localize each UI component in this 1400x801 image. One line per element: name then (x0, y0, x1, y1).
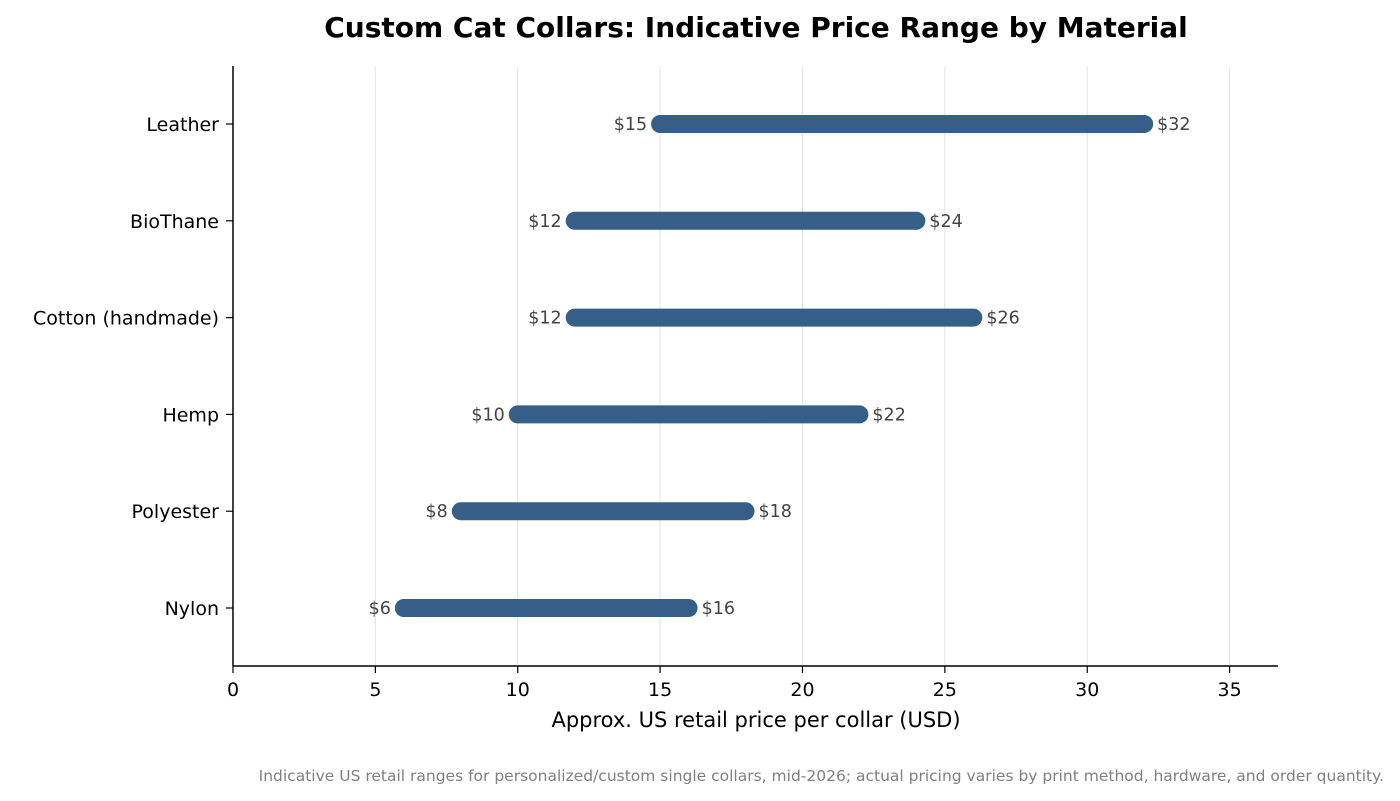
axes: 0 5 10 15 20 25 30 35 Nylon Polyester Hemp Cotton (… (33, 66, 1278, 701)
high-value-label-5: $32 (1157, 115, 1190, 135)
high-value-label-2: $22 (872, 405, 905, 425)
low-value-label-4: $12 (528, 212, 561, 232)
low-value-label-5: $15 (614, 115, 647, 135)
x-tick-label-35: 35 (1218, 679, 1242, 701)
x-tick-label-20: 20 (790, 679, 814, 701)
y-tick-label-1: Polyester (132, 501, 220, 523)
gridlines (374, 66, 1231, 666)
range-bars (394, 115, 1154, 617)
low-value-label-0: $6 (369, 599, 391, 619)
x-tick-label-5: 5 (369, 679, 381, 701)
y-tick-label-0: Nylon (165, 598, 219, 620)
y-tick-label-3: Cotton (handmade) (33, 308, 219, 330)
x-tick-label-25: 25 (933, 679, 957, 701)
x-tick-label-30: 30 (1075, 679, 1099, 701)
low-value-label-1: $8 (426, 502, 448, 522)
y-tick-label-5: Leather (146, 114, 219, 136)
y-tick-label-2: Hemp (162, 404, 219, 426)
chart-title: Custom Cat Collars: Indicative Price Ran… (324, 11, 1188, 44)
x-tick-label-15: 15 (648, 679, 672, 701)
x-tick-label-10: 10 (506, 679, 530, 701)
x-axis-label: Approx. US retail price per collar (USD) (551, 708, 960, 732)
high-value-label-0: $16 (702, 599, 735, 619)
high-value-label-4: $24 (929, 212, 962, 232)
x-tick-label-0: 0 (227, 679, 239, 701)
high-value-label-3: $26 (986, 309, 1019, 329)
low-value-label-2: $10 (471, 405, 504, 425)
high-value-label-1: $18 (759, 502, 792, 522)
y-tick-label-4: BioThane (130, 211, 219, 233)
footnote: Indicative US retail ranges for personal… (259, 767, 1384, 785)
value-labels: $6 $16 $8 $18 $10 $22 $12 $26 $12 $24 $15 $32 (369, 115, 1191, 619)
low-value-label-3: $12 (528, 309, 561, 329)
